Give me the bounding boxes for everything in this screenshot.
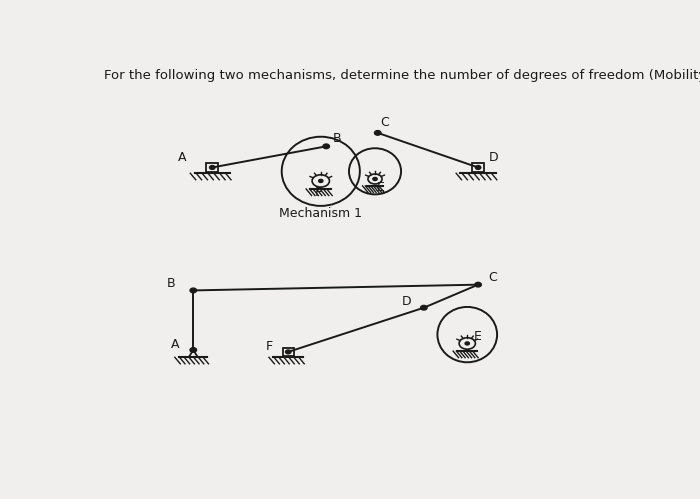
Text: Mechanism 1: Mechanism 1 xyxy=(279,208,363,221)
Circle shape xyxy=(190,348,197,352)
Circle shape xyxy=(286,350,291,354)
Circle shape xyxy=(475,166,481,169)
Text: C: C xyxy=(381,116,389,129)
Text: D: D xyxy=(489,151,498,164)
Text: A: A xyxy=(178,151,187,164)
Text: B: B xyxy=(332,133,342,146)
Bar xyxy=(472,163,484,172)
Text: A: A xyxy=(171,338,179,351)
Text: E: E xyxy=(377,181,385,194)
Text: B: B xyxy=(167,276,176,289)
Circle shape xyxy=(475,282,482,287)
Text: D: D xyxy=(402,294,412,308)
Circle shape xyxy=(323,144,330,149)
Text: For the following two mechanisms, determine the number of degrees of freedom (Mo: For the following two mechanisms, determ… xyxy=(104,69,700,82)
Circle shape xyxy=(373,178,377,181)
Circle shape xyxy=(209,166,215,169)
Circle shape xyxy=(318,179,323,183)
Text: F: F xyxy=(265,340,272,353)
Circle shape xyxy=(190,288,197,293)
Bar xyxy=(283,348,294,356)
Text: E: E xyxy=(474,330,482,343)
Text: F: F xyxy=(315,186,322,199)
Circle shape xyxy=(374,131,381,135)
Text: C: C xyxy=(488,271,496,284)
Circle shape xyxy=(421,305,427,310)
Circle shape xyxy=(465,342,470,345)
Bar xyxy=(206,163,218,172)
